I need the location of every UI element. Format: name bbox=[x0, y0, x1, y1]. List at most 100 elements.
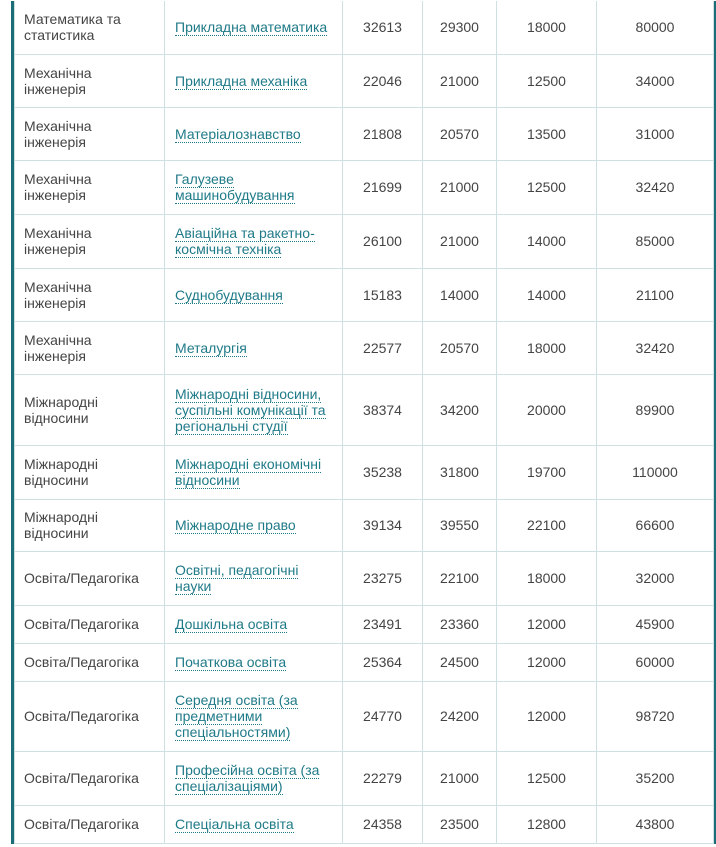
specialty-link[interactable]: Міжнародне право bbox=[175, 517, 296, 534]
value-1: 22046 bbox=[363, 72, 402, 89]
field-name: Механічна інженерія bbox=[24, 331, 92, 364]
specialty-cell: Матеріалознавство bbox=[164, 106, 343, 161]
specialty-link[interactable]: Прикладна механіка bbox=[175, 72, 308, 90]
value-1: 23275 bbox=[363, 570, 402, 586]
specialty-link[interactable]: Міжнародні відносини, суспільні комуніка… bbox=[175, 385, 326, 435]
value-4: 31000 bbox=[635, 125, 675, 142]
value-2-cell: 39550 bbox=[422, 498, 497, 552]
value-2: 21000 bbox=[440, 72, 479, 89]
value-2: 14000 bbox=[440, 286, 479, 303]
value-3-cell: 12500 bbox=[496, 750, 597, 806]
specialty-link[interactable]: Середня освіта (за предметними спеціальн… bbox=[175, 692, 298, 741]
table-row: Освіта/Педагогіка Освітні, педагогічні на… bbox=[14, 550, 714, 606]
value-4-cell: 34000 bbox=[596, 53, 714, 108]
value-2-cell: 22100 bbox=[422, 550, 497, 606]
value-3-cell: 19700 bbox=[496, 444, 597, 500]
table-row: Освіта/Педагогіка Середня освіта (за пред… bbox=[14, 680, 714, 752]
field-name: Механічна інженерія bbox=[24, 278, 92, 311]
value-2-cell: 20570 bbox=[422, 106, 497, 161]
field-name: Освіта/Педагогіка bbox=[24, 654, 139, 670]
value-4-cell: 21100 bbox=[596, 267, 714, 322]
value-4: 80000 bbox=[635, 19, 675, 36]
specialty-link[interactable]: Галузеве машинобудування bbox=[175, 171, 295, 204]
table-row: Міжнародні відносини Міжнародні економічн… bbox=[14, 444, 714, 500]
value-1-cell: 24358 bbox=[342, 804, 423, 844]
value-4-cell: 32420 bbox=[596, 159, 714, 215]
specialty-link[interactable]: Прикладна математика bbox=[175, 19, 328, 37]
value-2-cell: 21000 bbox=[422, 213, 497, 269]
value-2-cell: 23360 bbox=[422, 604, 497, 644]
value-2-cell: 23500 bbox=[422, 804, 497, 844]
value-1-cell: 23491 bbox=[342, 604, 423, 644]
value-3-cell: 14000 bbox=[496, 213, 597, 269]
value-4-cell: 43800 bbox=[596, 804, 714, 844]
value-3: 12000 bbox=[527, 708, 566, 724]
salary-table: Математика та статистика Прикладна матема… bbox=[14, 1, 714, 844]
value-1: 32613 bbox=[363, 19, 402, 36]
specialty-cell: Освітні, педагогічні науки bbox=[164, 550, 343, 606]
value-1: 25364 bbox=[363, 654, 402, 670]
value-1-cell: 39134 bbox=[342, 498, 423, 552]
table-row: Освіта/Педагогіка Професійна освіта (за с… bbox=[14, 750, 714, 806]
field-name: Освіта/Педагогіка bbox=[24, 708, 139, 724]
value-3-cell: 18000 bbox=[496, 320, 597, 375]
field-name: Механічна інженерія bbox=[24, 64, 92, 97]
value-4: 21100 bbox=[636, 286, 674, 303]
value-4-cell: 35200 bbox=[596, 750, 714, 806]
field-name-cell: Міжнародні відносини bbox=[14, 444, 165, 500]
field-name: Міжнародні відносини bbox=[24, 393, 98, 426]
specialty-link[interactable]: Міжнародні економічні відносини bbox=[175, 456, 322, 489]
value-3-cell: 18000 bbox=[496, 1, 597, 55]
value-2-cell: 29300 bbox=[422, 1, 497, 55]
table-row: Міжнародні відносини Міжнародне право 3913… bbox=[14, 498, 714, 552]
value-3: 12500 bbox=[527, 770, 566, 786]
specialty-cell: Міжнародні економічні відносини bbox=[164, 444, 343, 500]
value-1-cell: 25364 bbox=[342, 642, 423, 682]
field-name-cell: Міжнародні відносини bbox=[14, 498, 165, 552]
value-2: 22100 bbox=[440, 570, 479, 586]
field-name-cell: Освіта/Педагогіка bbox=[14, 750, 165, 806]
value-2-cell: 14000 bbox=[422, 267, 497, 322]
value-4: 85000 bbox=[635, 233, 675, 249]
value-1-cell: 21699 bbox=[342, 159, 423, 215]
field-name-cell: Освіта/Педагогіка bbox=[14, 804, 165, 844]
value-4: 32420 bbox=[635, 339, 675, 356]
table-row: Освіта/Педагогіка Дошкільна освіта 23491 23… bbox=[14, 604, 714, 644]
field-name: Математика та статистика bbox=[24, 11, 121, 44]
value-1-cell: 32613 bbox=[342, 1, 423, 55]
specialty-link[interactable]: Дошкільна освіта bbox=[175, 616, 288, 633]
value-1: 21808 bbox=[363, 125, 402, 142]
specialty-link[interactable]: Металургія bbox=[175, 339, 247, 357]
value-2: 24500 bbox=[440, 654, 479, 670]
field-name: Механічна інженерія bbox=[24, 117, 92, 150]
value-1-cell: 15183 bbox=[342, 267, 423, 322]
field-name: Міжнародні відносини bbox=[24, 456, 98, 488]
value-1: 39134 bbox=[363, 517, 402, 533]
value-2-cell: 21000 bbox=[422, 750, 497, 806]
value-3-cell: 12000 bbox=[496, 604, 597, 644]
specialty-link[interactable]: Освітні, педагогічні науки bbox=[175, 562, 299, 595]
specialty-link[interactable]: Суднобудування bbox=[175, 286, 283, 304]
value-3-cell: 18000 bbox=[496, 550, 597, 606]
value-3: 20000 bbox=[527, 401, 566, 418]
specialty-link[interactable]: Спеціальна освіта bbox=[175, 816, 294, 833]
value-4-cell: 98720 bbox=[596, 680, 714, 752]
value-3: 18000 bbox=[527, 570, 566, 586]
specialty-link[interactable]: Професійна освіта (за спеціалізаціями) bbox=[175, 762, 320, 795]
table-row: Механічна інженерія Прикладна механіка 220… bbox=[14, 53, 714, 108]
value-4-cell: 110000 bbox=[596, 444, 714, 500]
specialty-link[interactable]: Авіаційна та ракетно-космічна техніка bbox=[175, 225, 315, 258]
value-4: 32420 bbox=[635, 179, 675, 195]
value-4: 34000 bbox=[635, 72, 675, 89]
value-4-cell: 32420 bbox=[596, 320, 714, 375]
specialty-link[interactable]: Початкова освіта bbox=[175, 654, 287, 671]
value-2: 21000 bbox=[440, 770, 479, 786]
value-1: 35238 bbox=[363, 464, 402, 480]
table-row: Механічна інженерія Галузеве машинобудува… bbox=[14, 159, 714, 215]
specialty-link[interactable]: Матеріалознавство bbox=[175, 125, 301, 143]
value-3-cell: 22100 bbox=[496, 498, 597, 552]
table-row: Міжнародні відносини Міжнародні відносини… bbox=[14, 373, 714, 446]
value-4-cell: 89900 bbox=[596, 373, 714, 446]
field-name: Освіта/Педагогіка bbox=[24, 816, 139, 832]
value-2: 29300 bbox=[440, 19, 479, 36]
